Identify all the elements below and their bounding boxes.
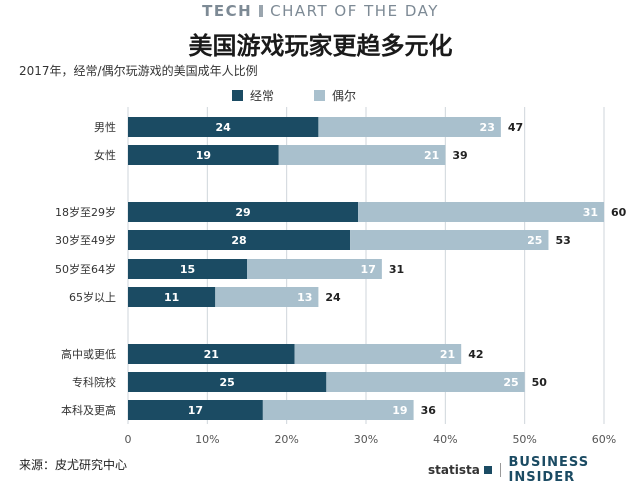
bar-occasional xyxy=(318,117,500,137)
brand-footer: statista BUSINESS INSIDER xyxy=(428,455,641,485)
data-label-occasional: 19 xyxy=(392,404,407,417)
category-label: 女性 xyxy=(94,148,116,162)
data-label-occasional: 23 xyxy=(480,121,495,134)
data-label-frequent: 17 xyxy=(188,404,203,417)
data-label-frequent: 21 xyxy=(204,348,219,361)
category-label: 65岁以上 xyxy=(69,290,116,304)
category-label: 男性 xyxy=(94,120,116,134)
x-tick-label: 30% xyxy=(354,433,378,446)
x-tick-label: 40% xyxy=(433,433,457,446)
data-label-occasional: 21 xyxy=(440,348,455,361)
data-label-total: 24 xyxy=(325,291,341,304)
data-label-total: 31 xyxy=(389,263,404,276)
publisher-logo: BUSINESS INSIDER xyxy=(509,455,641,485)
data-label-occasional: 31 xyxy=(583,206,598,219)
x-tick-label: 0 xyxy=(125,433,132,446)
source-note: 来源：皮尤研究中心 xyxy=(19,456,127,473)
category-label: 50岁至64岁 xyxy=(55,262,116,276)
statista-logo: statista xyxy=(428,463,480,477)
data-label-total: 50 xyxy=(532,376,548,389)
bar-occasional xyxy=(358,202,604,222)
data-label-frequent: 19 xyxy=(196,149,211,162)
x-tick-label: 20% xyxy=(274,433,298,446)
bar-occasional xyxy=(326,372,524,392)
statista-mark-icon xyxy=(484,466,492,474)
data-label-frequent: 25 xyxy=(220,376,235,389)
data-label-occasional: 13 xyxy=(297,291,312,304)
bar-occasional xyxy=(263,400,414,420)
category-label: 18岁至29岁 xyxy=(55,205,116,219)
data-label-frequent: 29 xyxy=(235,206,250,219)
bar-occasional xyxy=(279,145,446,165)
data-label-total: 36 xyxy=(421,404,437,417)
bar-occasional xyxy=(350,230,548,250)
data-label-occasional: 25 xyxy=(527,234,542,247)
data-label-total: 60 xyxy=(611,206,627,219)
x-tick-label: 60% xyxy=(592,433,616,446)
data-label-frequent: 11 xyxy=(164,291,179,304)
category-label: 高中或更低 xyxy=(61,347,116,361)
data-label-occasional: 21 xyxy=(424,149,439,162)
data-label-frequent: 15 xyxy=(180,263,195,276)
data-label-frequent: 24 xyxy=(216,121,232,134)
category-label: 30岁至49岁 xyxy=(55,233,116,247)
brand-divider xyxy=(500,463,501,477)
data-label-total: 53 xyxy=(555,234,570,247)
data-label-occasional: 17 xyxy=(361,263,376,276)
data-label-total: 42 xyxy=(468,348,483,361)
bar-occasional xyxy=(295,344,462,364)
category-label: 专科院校 xyxy=(72,375,116,389)
x-tick-label: 10% xyxy=(195,433,219,446)
category-label: 本科及更高 xyxy=(61,403,116,417)
x-tick-label: 50% xyxy=(512,433,536,446)
data-label-frequent: 28 xyxy=(231,234,246,247)
data-label-total: 39 xyxy=(452,149,467,162)
data-label-total: 47 xyxy=(508,121,523,134)
data-label-occasional: 25 xyxy=(503,376,518,389)
